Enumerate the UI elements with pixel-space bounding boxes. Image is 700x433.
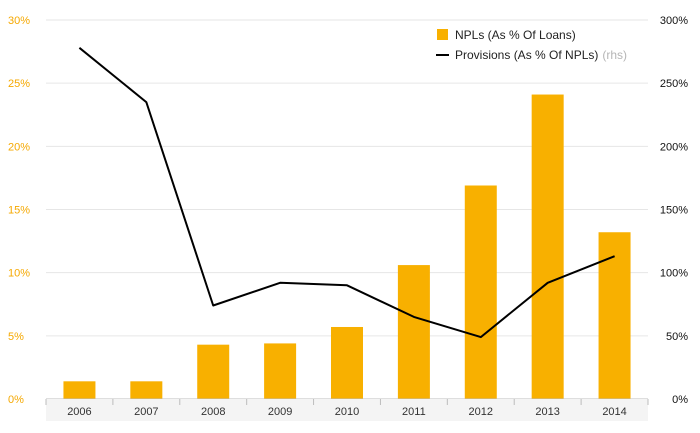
left-tick-label: 0% [8,394,24,406]
x-tick-label: 2013 [535,406,559,418]
npl-bar [130,381,163,399]
x-tick-label: 2014 [602,406,626,418]
left-tick-label: 15% [8,205,30,217]
npl-bar [331,326,363,399]
left-tick-label: 20% [8,141,30,153]
right-tick-label: 150% [660,205,688,217]
x-tick-label: 2010 [335,406,359,418]
x-tick-label: 2007 [134,406,158,418]
right-tick-label: 100% [660,268,688,280]
x-tick-label: 2009 [268,406,292,418]
right-tick-label: 50% [666,331,688,343]
legend: NPLs (As % Of Loans) Provisions (As % Of… [436,28,627,62]
npl-bars [63,94,631,399]
right-tick-label: 0% [672,394,688,406]
left-axis-ticks: 0% 5% 10% 15% 20% 25% 30% [8,15,30,406]
right-axis-ticks: 0% 50% 100% 150% 200% 250% 300% [660,15,688,406]
right-tick-label: 200% [660,141,688,153]
x-axis-ticks: 2006 2007 2008 2009 2010 2011 2012 2013 2014 [67,406,627,418]
legend-label-provisions: Provisions (As % Of NPLs) (rhs) [455,48,627,62]
npl-bar [63,381,96,399]
right-tick-label: 250% [660,78,688,90]
npl-bar [531,94,564,399]
left-tick-label: 25% [8,78,30,90]
legend-label-provisions-note: (rhs) [602,48,627,62]
legend-swatch-npl [437,29,448,40]
x-tick-label: 2012 [469,406,493,418]
axes [45,398,649,421]
legend-label-npl: NPLs (As % Of Loans) [455,28,576,42]
x-tick-label: 2006 [67,406,91,418]
left-tick-label: 30% [8,15,30,27]
provisions-line-layer [78,47,615,339]
x-axis-band [46,399,648,421]
npl-bar [397,265,430,399]
legend-label-provisions-name: Provisions (As % Of NPLs) [455,48,598,62]
right-tick-label: 300% [660,15,688,27]
npl-bar [197,344,230,399]
npl-bar [464,185,497,399]
npl-bar [264,343,297,399]
left-tick-label: 10% [8,268,30,280]
x-tick-label: 2011 [402,406,426,418]
provisions-line [78,47,615,339]
left-tick-label: 5% [8,331,24,343]
x-tick-label: 2008 [201,406,225,418]
